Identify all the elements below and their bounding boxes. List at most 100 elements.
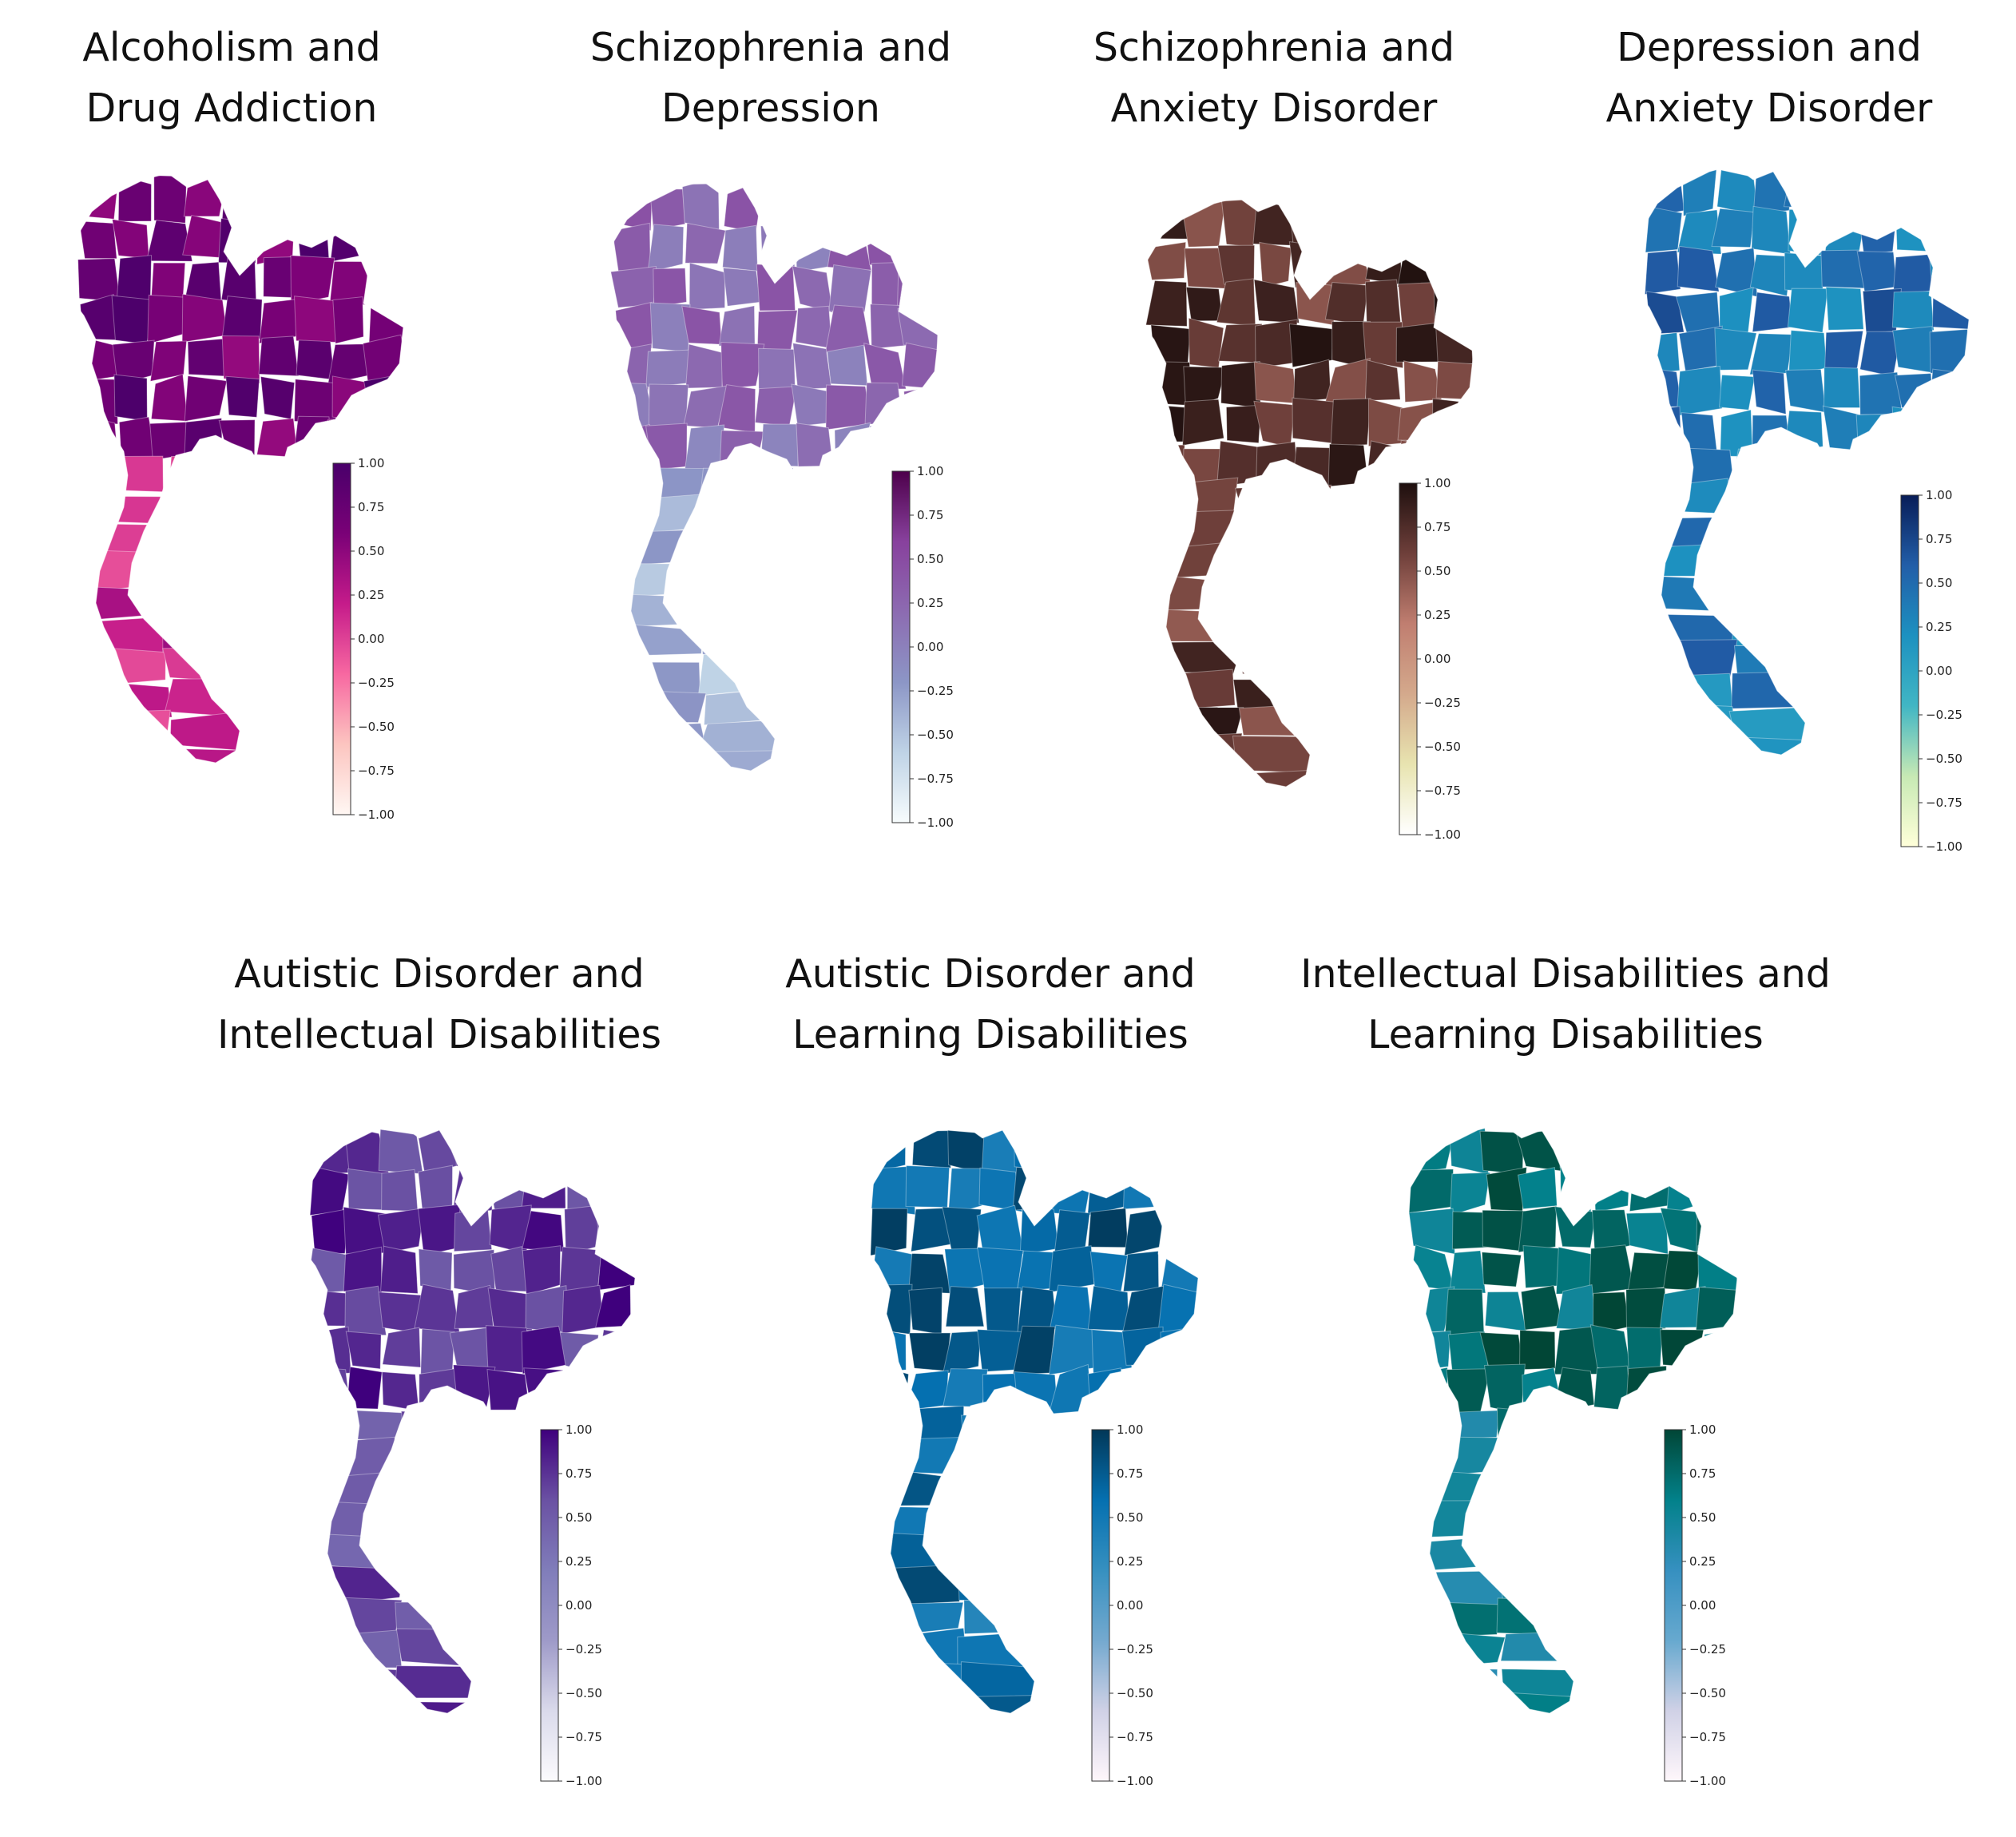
title-line-1: Autistic Disorder and: [785, 951, 1196, 997]
province-region: [958, 1469, 1049, 1510]
province-region: [792, 265, 834, 313]
province-region: [614, 752, 706, 771]
province-region: [1662, 1250, 1703, 1291]
province-region: [1145, 477, 1239, 515]
colorbar-tick-label: 0.00: [1689, 1598, 1716, 1613]
colorbar-tick-label: 1.00: [358, 456, 384, 470]
province-region: [181, 293, 228, 343]
province-region: [1681, 412, 1718, 455]
colorbar-tick-label: −0.50: [1689, 1686, 1726, 1700]
province-region: [875, 1363, 909, 1413]
province-region: [395, 1701, 494, 1713]
province-region: [1554, 1206, 1597, 1248]
colorbar-tick-label: −0.25: [1926, 708, 1962, 722]
colorbar-tick-label: 0.00: [1926, 664, 1952, 678]
province-region: [1089, 1251, 1129, 1292]
province-region: [290, 255, 335, 305]
title-line-1: Schizophrenia and: [589, 25, 952, 70]
province-region: [1719, 287, 1754, 334]
province-region: [700, 623, 796, 656]
province-region: [1499, 1569, 1593, 1605]
province-region: [311, 1126, 353, 1175]
province-region: [982, 1373, 1019, 1409]
province-region: [221, 174, 265, 224]
province-region: [153, 175, 187, 224]
province-region: [1695, 1286, 1737, 1331]
province-region: [1048, 1245, 1095, 1293]
colorbar-gradient: [540, 1429, 559, 1782]
province-region: [963, 1599, 1057, 1635]
province-region: [78, 220, 117, 260]
province-region: [978, 1167, 1023, 1212]
colorbar-tick-label: 0.50: [1117, 1510, 1143, 1525]
panel-schizophrenia-depression: Schizophrenia and Depression 1.00 0.75 0.5…: [511, 0, 1006, 895]
province-region: [1824, 208, 1867, 256]
province-region: [258, 335, 300, 377]
colorbar-tick-label: −0.50: [1926, 752, 1962, 766]
province-region: [1589, 1244, 1635, 1295]
colorbar-tick-label: 0.75: [917, 508, 943, 522]
province-region: [685, 343, 724, 389]
province-region: [1446, 1368, 1491, 1414]
choropleth-map: [598, 181, 939, 772]
province-region: [314, 1326, 351, 1376]
province-region: [613, 593, 706, 628]
colorbar-tick-label: 0.50: [1689, 1510, 1716, 1525]
province-region: [908, 1332, 951, 1372]
province-region: [1121, 1326, 1164, 1366]
province-region: [345, 1331, 382, 1370]
colorbar-tick-label: 0.25: [1926, 620, 1952, 634]
province-region: [1929, 328, 1969, 374]
province-region: [1408, 1410, 1501, 1442]
title-line-1: Depression and: [1617, 25, 1922, 70]
colorbar-tick-label: −0.75: [566, 1730, 602, 1744]
province-region: [1860, 173, 1899, 218]
colorbar-tick-label: −1.00: [1689, 1774, 1726, 1788]
province-region: [689, 262, 726, 311]
province-region: [169, 708, 260, 752]
colorbar-tick-label: 1.00: [566, 1422, 592, 1437]
province-region: [312, 1436, 396, 1480]
title-line-1: Schizophrenia and: [1093, 25, 1455, 70]
province-region: [594, 1207, 635, 1254]
title-line-2: Learning Disabilities: [792, 1012, 1189, 1057]
province-region: [863, 342, 907, 390]
province-region: [1087, 1285, 1129, 1331]
province-region: [1292, 446, 1331, 490]
province-region: [1330, 398, 1371, 447]
province-region: [615, 301, 653, 349]
colorbar-gradient: [1399, 482, 1418, 835]
province-region: [1783, 166, 1827, 209]
colorbar-tick-label: −0.25: [917, 684, 954, 698]
province-region: [218, 217, 257, 264]
province-region: [1157, 1205, 1197, 1251]
title-line-2: Learning Disabilities: [1367, 1012, 1764, 1057]
province-region: [149, 421, 192, 461]
province-region: [1410, 1535, 1505, 1573]
province-region: [164, 678, 258, 719]
province-region: [1935, 208, 1969, 257]
province-region: [604, 1369, 631, 1414]
province-region: [1410, 1330, 1451, 1371]
province-region: [700, 750, 793, 771]
province-region: [162, 748, 261, 763]
province-region: [259, 298, 300, 344]
province-region: [597, 1245, 635, 1291]
colorbar-tick-label: 0.25: [1689, 1554, 1716, 1569]
province-region: [521, 1124, 563, 1175]
province-region: [1402, 198, 1440, 247]
province-region: [872, 1284, 913, 1335]
choropleth-map: [1133, 196, 1474, 788]
province-region: [1362, 321, 1403, 369]
country-outline: [63, 173, 404, 764]
colorbar-tick-label: −0.50: [1424, 740, 1461, 754]
province-region: [419, 1367, 460, 1416]
province-region: [187, 338, 227, 377]
province-region: [1752, 415, 1792, 454]
country-outline: [858, 1123, 1199, 1714]
province-region: [1324, 246, 1371, 288]
province-region: [1146, 573, 1240, 612]
province-region: [1050, 1125, 1096, 1175]
province-region: [945, 1286, 985, 1327]
province-region: [1697, 1368, 1737, 1410]
